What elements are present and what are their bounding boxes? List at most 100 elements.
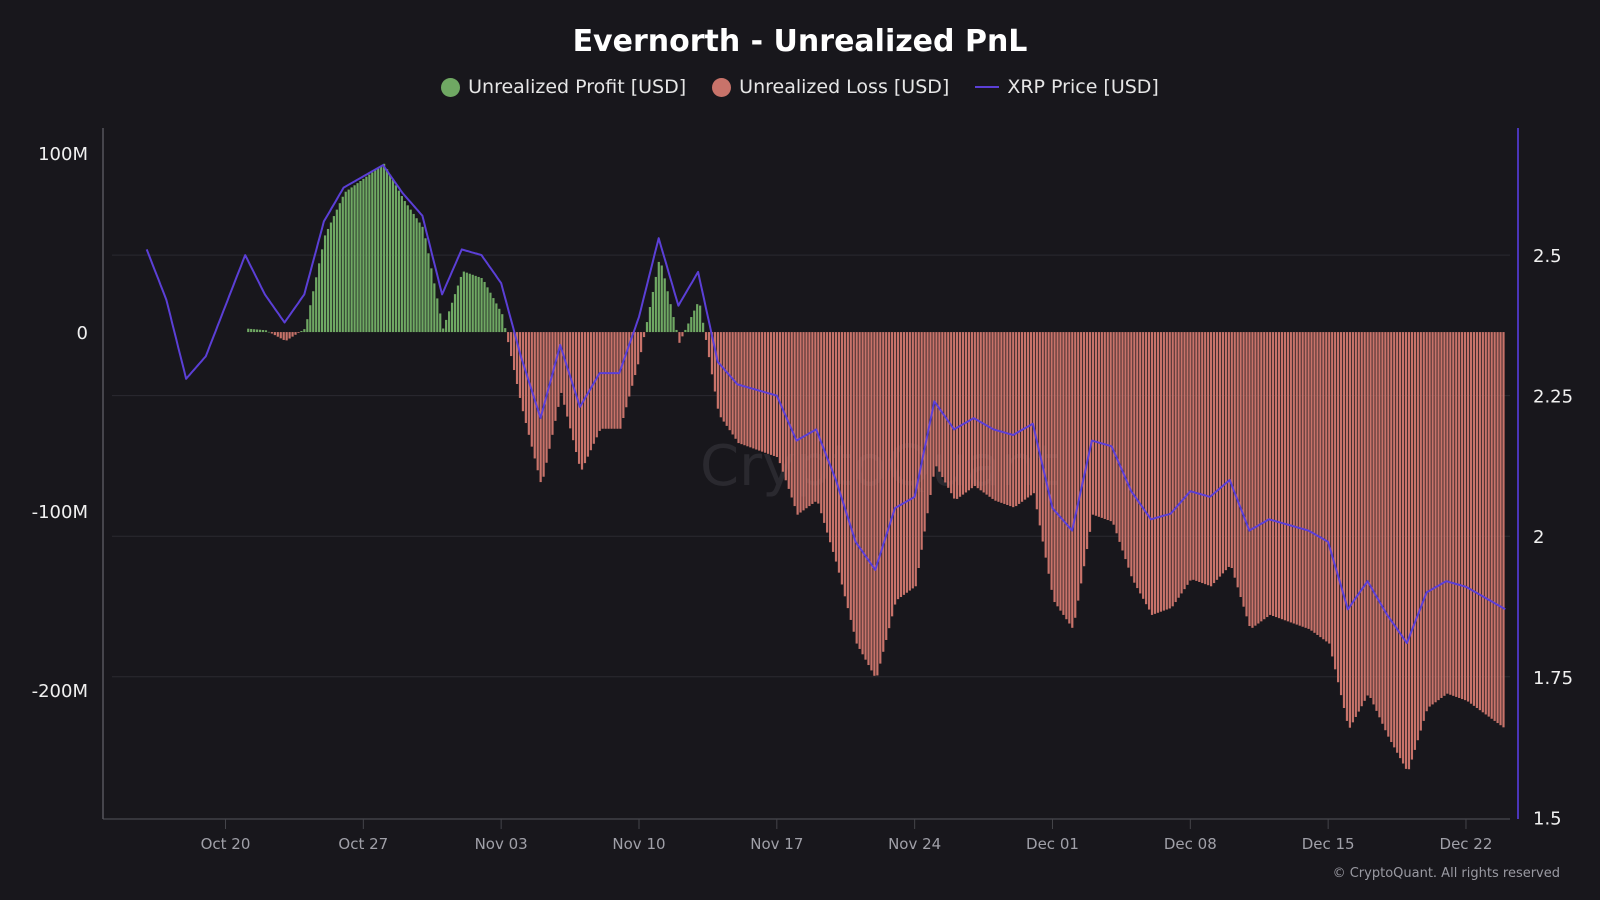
loss-bar [1177,332,1180,598]
loss-bar [1192,332,1195,580]
loss-bar [1469,332,1473,704]
loss-bar [601,332,604,429]
loss-bar [1189,332,1192,581]
loss-bar [979,332,982,491]
legend-marker-price [975,86,1000,88]
y-left-tick-label: -200M [32,681,88,702]
loss-bar [1047,332,1050,574]
profit-bar [657,261,660,333]
profit-bar [675,329,678,333]
loss-bar [1322,332,1325,640]
profit-bar [660,265,663,333]
loss-bar [953,332,956,499]
loss-bar [1295,332,1298,625]
loss-bar [1053,332,1056,603]
profit-bar [403,201,406,333]
profit-bar [247,328,250,333]
profit-bar [397,190,400,333]
profit-bar [341,196,344,333]
loss-bar [864,332,867,660]
loss-bar [681,332,684,337]
loss-bar [1384,332,1387,731]
loss-bar [577,332,581,464]
loss-bar [1109,332,1112,522]
xrp-price-line [145,164,1506,644]
loss-bar [920,332,923,550]
loss-bar [725,332,728,426]
profit-bar [447,311,451,333]
loss-bar [775,332,779,458]
loss-bar [276,332,279,337]
loss-bar [622,332,625,419]
loss-bar [1159,332,1162,612]
loss-bar [976,332,979,489]
loss-bar [678,332,681,343]
loss-bar [1304,332,1307,628]
loss-bar [917,332,920,569]
loss-bar [1100,332,1103,518]
profit-bar [462,271,465,333]
loss-bar [1006,332,1009,506]
loss-bar [1224,332,1227,571]
loss-bar [294,332,297,335]
loss-bar [704,332,708,340]
loss-bar [1207,332,1210,586]
profit-bar [306,319,309,333]
loss-bar [1003,332,1006,504]
loss-bar [793,332,796,507]
profit-bar [445,319,448,333]
profit-bar [409,209,412,333]
loss-bar [1410,332,1414,760]
loss-bar [639,332,643,353]
loss-bar [297,332,300,333]
loss-bar [1334,332,1337,670]
loss-bar [707,332,711,358]
loss-bar [1071,332,1074,628]
legend-item-loss[interactable]: Unrealized Loss [USD] [712,76,949,98]
loss-bar [734,332,737,439]
loss-bar [1201,332,1204,584]
loss-bar [896,332,900,600]
x-tick-label: Nov 17 [750,835,803,853]
y-left-tick-label: -100M [32,502,88,523]
loss-bar [1269,332,1272,615]
loss-bar [1015,332,1018,507]
loss-bar [1260,332,1263,622]
loss-bar [790,332,793,498]
loss-bar [814,332,817,502]
loss-bar [873,332,876,676]
loss-bar [1401,332,1405,764]
loss-bar [1372,332,1375,705]
loss-bar [1422,332,1425,721]
profit-bar [465,272,468,333]
loss-bar [787,332,790,489]
loss-bar [1130,332,1133,577]
loss-bar [1127,332,1130,568]
loss-bar [1339,332,1343,696]
legend-label-loss: Unrealized Loss [USD] [739,76,950,98]
loss-bar [1298,332,1301,626]
loss-bar [805,332,808,509]
loss-bar [713,332,717,392]
profit-bar [264,330,268,333]
loss-bar [1212,332,1216,584]
profit-bar [250,328,253,333]
legend-marker-profit [441,77,461,97]
profit-bar [320,249,324,333]
loss-bar [512,332,516,371]
loss-bar [637,332,640,365]
legend-item-price[interactable]: XRP Price [USD] [975,76,1159,98]
loss-bar [1080,332,1083,584]
loss-bar [518,332,522,398]
loss-bar [1280,332,1284,620]
profit-bar [323,235,327,333]
legend-item-profit[interactable]: Unrealized Profit [USD] [441,76,686,98]
copyright: © CryptoQuant. All rights reserved [1332,866,1560,881]
loss-bar [755,332,758,450]
loss-bar [1274,332,1278,618]
loss-bar [740,332,743,445]
loss-bar [1354,332,1357,717]
loss-bar [1174,332,1177,603]
loss-bar [1171,332,1174,607]
loss-bar [1272,332,1275,616]
